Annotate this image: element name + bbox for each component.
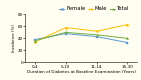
Male xyxy=(96,31,97,32)
Female xyxy=(34,39,36,40)
Male xyxy=(65,27,66,28)
Female xyxy=(96,36,97,37)
Female xyxy=(65,33,66,34)
Total xyxy=(96,34,97,35)
Line: Male: Male xyxy=(34,24,129,43)
Y-axis label: Incidence (%): Incidence (%) xyxy=(12,24,16,52)
Line: Total: Total xyxy=(34,31,129,42)
Female xyxy=(127,42,128,43)
Total xyxy=(65,32,66,33)
Legend: Female, Male, Total: Female, Male, Total xyxy=(59,6,129,11)
Line: Female: Female xyxy=(34,32,129,44)
Total xyxy=(127,38,128,39)
Total xyxy=(34,40,36,41)
X-axis label: Duration of Diabetes at Baseline Examination (Years): Duration of Diabetes at Baseline Examina… xyxy=(27,70,136,74)
Male xyxy=(127,24,128,25)
